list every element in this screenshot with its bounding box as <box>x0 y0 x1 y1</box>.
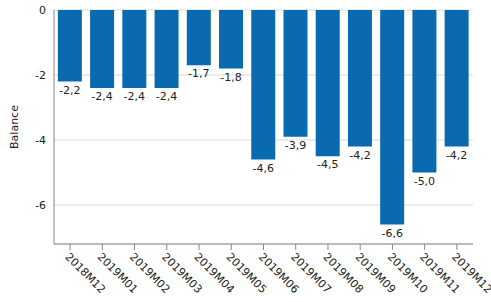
svg-text:-4: -4 <box>35 134 46 147</box>
svg-text:2019M05: 2019M05 <box>223 250 270 296</box>
svg-text:2019M12: 2019M12 <box>449 250 483 296</box>
svg-text:-2,4: -2,4 <box>124 90 145 103</box>
svg-text:0: 0 <box>39 4 46 17</box>
svg-text:-3,9: -3,9 <box>285 139 306 152</box>
svg-text:-4,6: -4,6 <box>253 162 274 175</box>
svg-text:-1,8: -1,8 <box>220 71 241 84</box>
svg-text:-6: -6 <box>35 199 46 212</box>
svg-text:2019M07: 2019M07 <box>288 250 334 296</box>
svg-text:-2,2: -2,2 <box>59 84 80 97</box>
svg-text:2019M03: 2019M03 <box>159 250 205 296</box>
svg-text:-4,5: -4,5 <box>317 158 338 171</box>
svg-text:2019M09: 2019M09 <box>352 250 399 296</box>
svg-text:2018M12: 2018M12 <box>62 250 109 296</box>
svg-text:2019M04: 2019M04 <box>191 250 237 296</box>
svg-text:Balance: Balance <box>8 105 21 149</box>
svg-text:-2: -2 <box>35 69 46 82</box>
svg-text:-4,2: -4,2 <box>349 149 370 162</box>
svg-text:2019M11: 2019M11 <box>417 250 463 296</box>
svg-text:2019M08: 2019M08 <box>320 250 366 296</box>
svg-text:-1,7: -1,7 <box>188 67 209 80</box>
svg-text:2019M06: 2019M06 <box>255 250 302 296</box>
svg-text:2019M02: 2019M02 <box>126 250 173 296</box>
svg-text:2019M10: 2019M10 <box>384 250 431 296</box>
svg-text:-2,4: -2,4 <box>91 90 112 103</box>
svg-text:-4,2: -4,2 <box>446 149 467 162</box>
svg-text:2019M01: 2019M01 <box>94 250 141 296</box>
svg-text:-5,0: -5,0 <box>414 175 435 188</box>
svg-text:-6,6: -6,6 <box>381 227 402 240</box>
svg-text:-2,4: -2,4 <box>156 90 177 103</box>
